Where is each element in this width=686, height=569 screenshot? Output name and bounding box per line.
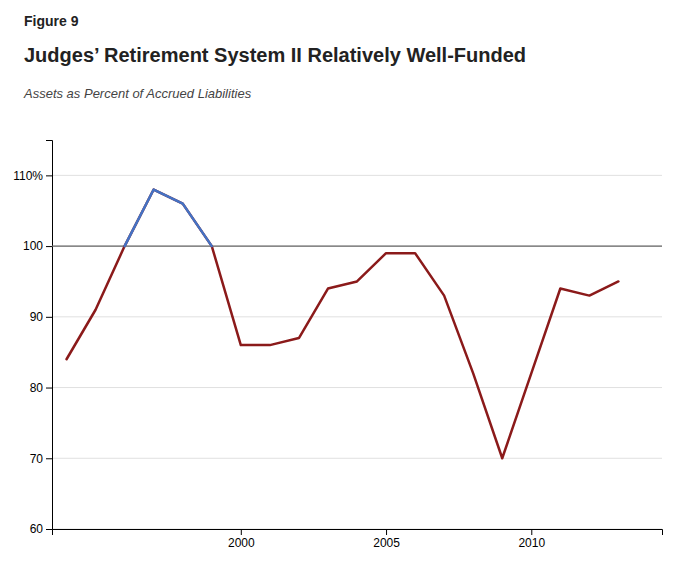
y-tick-label: 110% xyxy=(13,169,43,183)
y-tick-label: 60 xyxy=(30,522,44,536)
y-tick-mark xyxy=(46,317,52,318)
grid-line xyxy=(52,246,662,247)
x-tick: 2005 xyxy=(373,529,400,550)
marks xyxy=(52,190,662,459)
grid xyxy=(52,175,662,529)
y-tick-label: 90 xyxy=(30,310,44,324)
title: Judges’ Retirement System II Relatively … xyxy=(24,44,526,66)
subtitle: Assets as Percent of Accrued Liabilities xyxy=(23,86,252,101)
y-tick: 60 xyxy=(30,522,52,536)
grid-line xyxy=(52,387,662,388)
y-tick-label: 100 xyxy=(23,239,43,253)
y-tick: 110% xyxy=(13,169,52,183)
x-tick-mark xyxy=(531,529,532,535)
y-tick-mark xyxy=(46,388,52,389)
annotation: Figure 9 xyxy=(24,13,79,29)
series-line xyxy=(125,190,212,247)
y-tick: 90 xyxy=(30,310,52,324)
y-tick-mark xyxy=(46,246,52,247)
x-tick-label: 2005 xyxy=(373,536,400,550)
y-tick-label: 70 xyxy=(30,452,44,466)
y-axis: 60 70 80 90 100 110% xyxy=(13,141,52,537)
grid-line xyxy=(52,316,662,317)
grid-line xyxy=(52,458,662,459)
y-tick: 100 xyxy=(23,239,52,253)
y-axis-line xyxy=(46,141,53,530)
x-tick-mark xyxy=(241,529,242,535)
x-tick: 2010 xyxy=(518,529,545,550)
y-tick-mark xyxy=(46,529,52,530)
y-tick: 70 xyxy=(30,452,52,466)
x-axis-line xyxy=(53,530,663,536)
x-axis: 2000 2005 2010 xyxy=(53,529,663,550)
x-tick-label: 2000 xyxy=(228,536,255,550)
series-line xyxy=(67,190,619,459)
y-tick-mark xyxy=(46,175,52,176)
y-tick: 80 xyxy=(30,381,52,395)
y-tick-label: 80 xyxy=(30,381,44,395)
grid-line xyxy=(52,175,662,176)
x-tick-label: 2010 xyxy=(518,536,545,550)
x-tick-mark xyxy=(386,529,387,535)
y-tick-mark xyxy=(46,458,52,459)
chart: Figure 9 Judges’ Retirement System II Rel… xyxy=(0,0,686,569)
x-tick: 2000 xyxy=(228,529,255,550)
reference-line xyxy=(52,245,662,246)
plot: 2000 2005 2010 60 70 80 90 100 110% xyxy=(13,141,662,550)
